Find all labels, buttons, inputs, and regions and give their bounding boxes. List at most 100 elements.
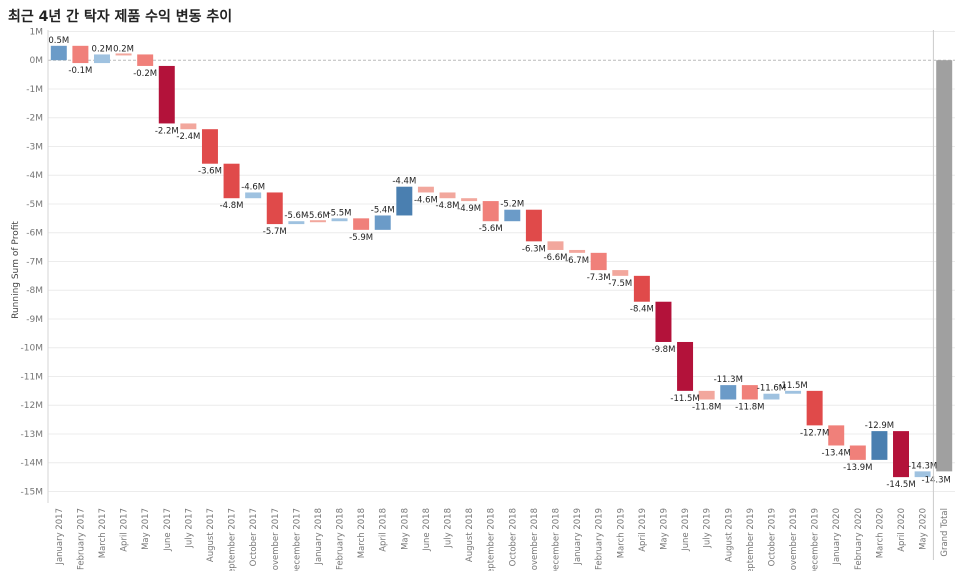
bar-month[interactable]	[396, 186, 413, 216]
bar-month[interactable]	[180, 123, 197, 130]
bar-month[interactable]	[720, 385, 737, 400]
bar-month[interactable]	[893, 431, 910, 478]
x-tick-label: March 2019	[616, 508, 626, 558]
data-label: -5.2M	[500, 200, 524, 210]
bar-month[interactable]	[374, 215, 391, 230]
bar-month[interactable]	[677, 341, 694, 391]
data-label: -12.9M	[865, 421, 894, 431]
y-tick-label: -13M	[21, 430, 43, 440]
x-tick-label: January 2019	[573, 508, 583, 566]
bar-month[interactable]	[115, 53, 132, 56]
x-tick-label: February 2020	[854, 508, 864, 570]
bar-month[interactable]	[763, 393, 780, 400]
data-label: -11.3M	[714, 375, 743, 385]
bar-month[interactable]	[914, 471, 931, 478]
data-label: -13.4M	[822, 448, 851, 458]
x-tick-label: September 2017	[228, 508, 238, 571]
x-tick-label: January 2017	[55, 508, 65, 566]
bar-month[interactable]	[741, 385, 758, 400]
bar-grand-total[interactable]	[936, 60, 953, 472]
x-tick-label: March 2020	[875, 508, 885, 558]
data-label: -7.3M	[587, 273, 611, 283]
bar-month[interactable]	[288, 221, 305, 225]
bar-month[interactable]	[547, 241, 564, 250]
bar-month[interactable]	[439, 192, 456, 199]
bar-month[interactable]	[590, 252, 607, 271]
bar-month[interactable]	[482, 201, 499, 222]
bar-month[interactable]	[633, 275, 650, 302]
bar-month[interactable]	[806, 390, 823, 426]
data-label: -4.6M	[241, 182, 265, 192]
bar-month[interactable]	[266, 192, 283, 225]
bar-month[interactable]	[93, 54, 110, 64]
x-tick-label: August 2018	[465, 508, 475, 562]
x-tick-label: July 2017	[184, 508, 194, 549]
bar-month[interactable]	[525, 209, 542, 242]
x-tick-label: May 2017	[141, 508, 151, 550]
data-label-layer: 0.5M -0.1M 0.2M 0.2M -0.2M -2.2M-2.4M -3.6M -4.…	[48, 36, 950, 490]
data-label: -5.6M	[306, 211, 330, 221]
x-tick-label: April 2018	[379, 508, 389, 552]
x-tick-label: October 2019	[767, 508, 777, 566]
bar-month[interactable]	[828, 425, 845, 446]
data-label: -5.7M	[263, 227, 287, 237]
bar-month[interactable]	[871, 431, 888, 460]
x-tick-label: February 2017	[76, 508, 86, 570]
chart-title: 최근 4년 간 탁자 제품 수익 변동 추이	[8, 9, 233, 25]
data-label: -11.6M	[757, 384, 786, 394]
bar-month[interactable]	[504, 209, 521, 222]
x-tick-label: December 2019	[811, 508, 821, 571]
bar-month[interactable]	[698, 390, 715, 400]
x-tick-label: September 2018	[487, 508, 497, 571]
data-label: 0.2M	[92, 44, 113, 54]
y-tick-label: 0M	[30, 56, 44, 66]
data-label: 0.2M	[113, 44, 134, 54]
x-tick-label: Grand Total	[940, 508, 950, 557]
bar-month[interactable]	[245, 192, 262, 199]
bar-month[interactable]	[461, 198, 478, 202]
axis-layer: 1M 0M -1M -2M -3M -4M -5M -6M -7M -8M -9M -10M -11M -…	[21, 27, 951, 571]
data-label: -14.5M	[886, 480, 915, 490]
x-tick-label: June 2017	[163, 508, 173, 552]
bar-month[interactable]	[72, 45, 89, 64]
data-label: -5.4M	[371, 205, 395, 215]
x-tick-label: April 2020	[897, 508, 907, 552]
bar-month[interactable]	[353, 218, 370, 230]
data-label: -3.6M	[198, 167, 222, 177]
x-tick-label: June 2019	[681, 508, 691, 552]
bar-month[interactable]	[158, 65, 175, 124]
y-tick-label: 1M	[30, 27, 44, 37]
data-label: -11.8M	[735, 402, 764, 412]
x-tick-label: August 2019	[724, 508, 734, 562]
y-axis-label: Running Sum of Profit	[11, 221, 21, 319]
bar-month[interactable]	[50, 45, 67, 61]
data-label: -13.9M	[843, 463, 872, 473]
x-tick-label: December 2017	[292, 508, 302, 571]
bar-month[interactable]	[417, 186, 434, 193]
bar-month[interactable]	[849, 445, 866, 460]
bar-month[interactable]	[137, 54, 154, 66]
data-label: -7.5M	[608, 279, 632, 289]
bar-month[interactable]	[655, 301, 672, 342]
y-tick-label: -9M	[26, 315, 43, 325]
x-tick-label: April 2017	[120, 508, 130, 552]
data-label: -5.9M	[349, 233, 373, 243]
bar-month[interactable]	[201, 129, 218, 164]
bar-month[interactable]	[223, 163, 240, 199]
data-label: -11.5M	[670, 394, 699, 404]
data-label: -11.5M	[778, 381, 807, 391]
x-tick-label: October 2018	[508, 508, 518, 566]
bar-month[interactable]	[309, 220, 326, 223]
bar-month[interactable]	[785, 390, 802, 394]
y-tick-label: -3M	[26, 142, 43, 152]
y-tick-label: -11M	[21, 372, 43, 382]
bar-month[interactable]	[612, 270, 629, 276]
data-label: -4.4M	[392, 177, 416, 187]
x-tick-label: November 2017	[271, 508, 281, 571]
y-tick-label: -6M	[26, 229, 43, 239]
x-tick-label: November 2019	[789, 508, 799, 571]
x-tick-label: August 2017	[206, 508, 216, 562]
x-tick-label: October 2017	[249, 508, 259, 566]
bar-month[interactable]	[569, 249, 586, 253]
bar-month[interactable]	[331, 218, 348, 222]
